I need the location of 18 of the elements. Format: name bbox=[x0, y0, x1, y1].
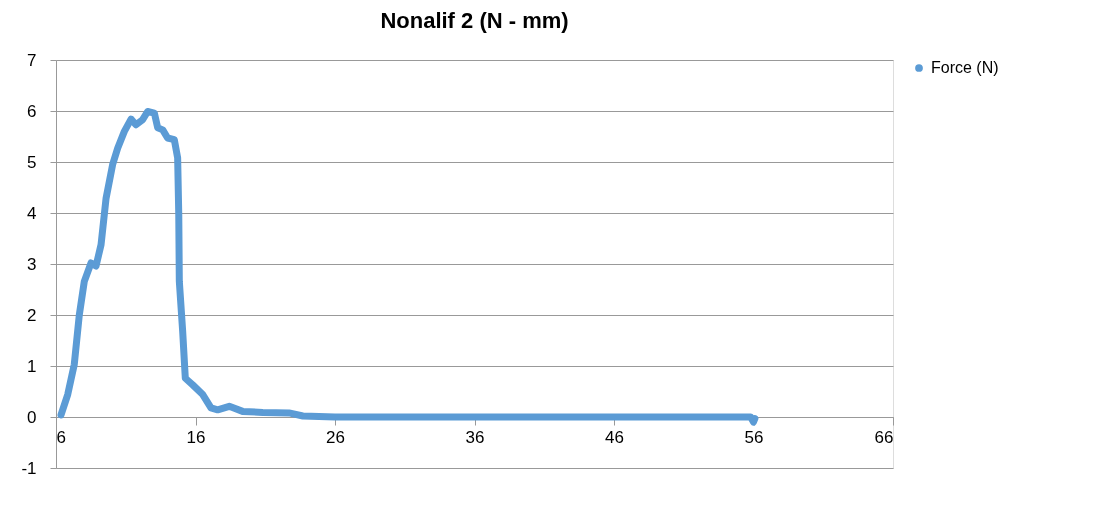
x-tick-label: 6 bbox=[56, 427, 66, 447]
y-tick-label: -1 bbox=[21, 458, 37, 478]
x-tick-label: 66 bbox=[874, 427, 894, 447]
y-tick-label: 1 bbox=[27, 356, 37, 376]
y-tick-label: 0 bbox=[27, 407, 37, 427]
y-tick-label: 4 bbox=[27, 203, 37, 223]
legend-label: Force (N) bbox=[931, 59, 999, 76]
x-tick-label: 16 bbox=[186, 427, 206, 447]
y-tick-label: 7 bbox=[27, 50, 37, 70]
x-tick-label: 26 bbox=[326, 427, 345, 447]
y-tick-label: 3 bbox=[27, 254, 37, 274]
y-tick-label: 2 bbox=[27, 305, 37, 325]
y-tick-label: 6 bbox=[27, 101, 37, 121]
chart-title: Nonalif 2 (N - mm) bbox=[380, 8, 569, 33]
x-tick-label: 56 bbox=[744, 427, 764, 447]
x-tick-label: 46 bbox=[605, 427, 624, 447]
x-tick-label: 36 bbox=[465, 427, 485, 447]
y-tick-label: 5 bbox=[27, 152, 37, 172]
